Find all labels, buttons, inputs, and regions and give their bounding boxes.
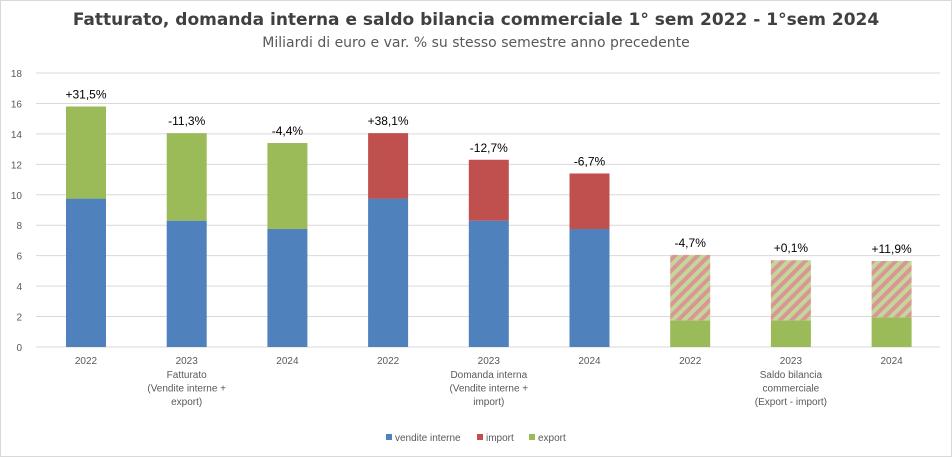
bar-segment-vendite-interne	[468, 220, 509, 347]
bar-segment-saldo	[770, 260, 811, 321]
bar-segment-saldo	[871, 260, 912, 318]
bar-segment-export	[670, 320, 711, 347]
group-label: (Vendite interne +	[449, 384, 528, 395]
bar-segment-vendite-interne	[368, 198, 409, 347]
x-tick-label: 2023	[478, 356, 501, 367]
data-label: -12,7%	[470, 141, 508, 155]
group-label: import)	[473, 397, 504, 408]
x-tick-label: 2024	[276, 356, 299, 367]
y-tick-label: 0	[16, 343, 22, 354]
bar-segment-vendite-interne	[267, 229, 308, 347]
bar-segment-saldo	[670, 254, 711, 321]
data-label: -11,3%	[168, 114, 205, 128]
data-label: +38,1%	[368, 114, 409, 128]
y-tick-label: 10	[11, 191, 23, 202]
group-label: Fatturato	[167, 370, 207, 381]
legend-label: export	[538, 433, 566, 444]
group-label: export)	[171, 397, 202, 408]
y-tick-label: 18	[11, 69, 23, 80]
bar-segment-vendite-interne	[166, 220, 207, 347]
x-tick-label: 2022	[75, 356, 98, 367]
bar-segment-export	[166, 133, 207, 221]
group-label: Domanda interna	[450, 370, 527, 381]
legend-swatch	[477, 434, 483, 440]
bar-segment-export	[66, 106, 106, 199]
x-tick-label: 2023	[176, 356, 199, 367]
group-label: (Export - import)	[755, 397, 827, 408]
chart-subtitle: Miliardi di euro e var. % su stesso seme…	[262, 35, 690, 51]
data-label: +31,5%	[65, 87, 106, 101]
legend-label: vendite interne	[395, 433, 461, 444]
group-label: (Vendite interne +	[147, 384, 226, 395]
chart-title: Fatturato, domanda interna e saldo bilan…	[72, 10, 880, 30]
group-label: Saldo bilancia	[760, 370, 823, 381]
data-label: -4,7%	[675, 236, 707, 250]
bar-segment-export	[871, 317, 912, 347]
x-tick-label: 2024	[880, 356, 903, 367]
bar-segment-export	[770, 320, 811, 347]
bar-segment-import	[569, 173, 610, 230]
data-label: -6,7%	[574, 154, 606, 168]
bar-segment-import	[468, 159, 509, 221]
legend-swatch	[386, 434, 392, 440]
bar-segment-vendite-interne	[66, 198, 106, 347]
y-tick-label: 2	[16, 313, 22, 324]
x-tick-label: 2024	[578, 356, 601, 367]
x-tick-label: 2022	[377, 356, 400, 367]
bar-segment-import	[368, 133, 409, 199]
legend-swatch	[529, 434, 535, 440]
data-label: +0,1%	[774, 241, 809, 255]
legend-label: import	[486, 433, 514, 444]
data-label: -4,4%	[272, 124, 304, 138]
bar-segment-export	[267, 143, 308, 230]
x-tick-label: 2023	[780, 356, 803, 367]
y-tick-label: 12	[11, 160, 23, 171]
y-tick-label: 8	[16, 221, 22, 232]
group-label: commerciale	[763, 384, 820, 395]
y-tick-label: 4	[16, 282, 22, 293]
y-tick-label: 14	[11, 130, 23, 141]
y-tick-label: 6	[16, 252, 22, 263]
y-tick-label: 16	[11, 99, 23, 110]
x-tick-label: 2022	[679, 356, 702, 367]
bar-segment-vendite-interne	[569, 229, 610, 347]
data-label: +11,9%	[872, 242, 912, 256]
